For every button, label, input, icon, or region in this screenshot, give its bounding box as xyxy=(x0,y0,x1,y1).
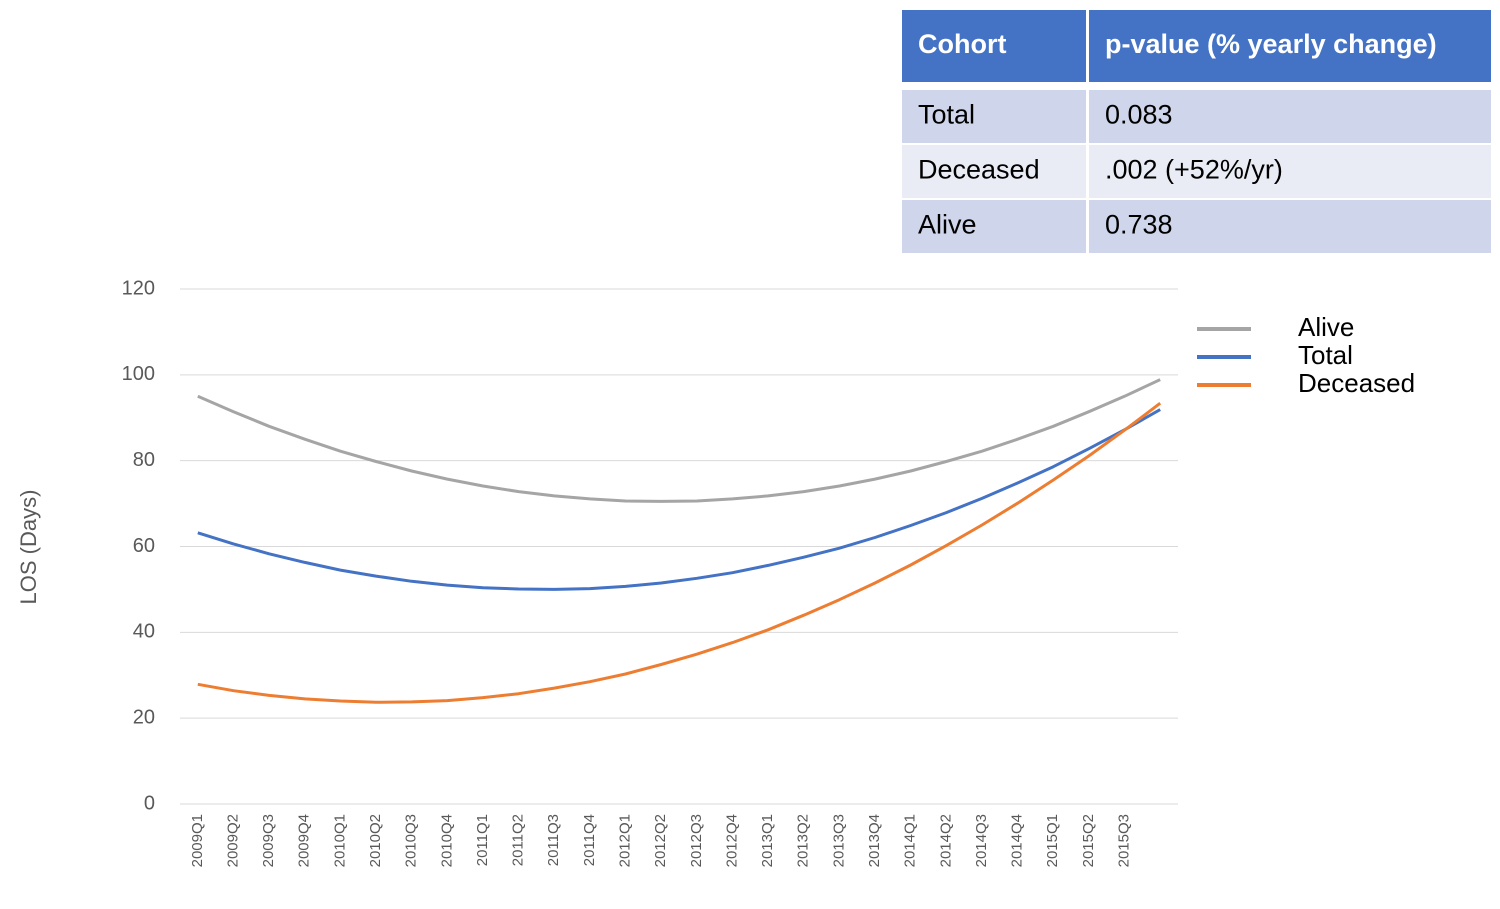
y-tick-label: 0 xyxy=(144,792,155,814)
x-tick-label: 2015Q1 xyxy=(1044,814,1061,867)
x-tick-label: 2015Q2 xyxy=(1080,814,1097,867)
y-tick-label: 60 xyxy=(133,535,155,557)
table-cell-text: .002 (+52%/yr) xyxy=(1105,155,1283,185)
y-axis-label: LOS (Days) xyxy=(16,490,41,605)
x-tick-label: 2011Q1 xyxy=(474,814,491,866)
x-tick-label: 2011Q3 xyxy=(545,814,562,866)
x-tick-label: 2010Q2 xyxy=(367,814,384,867)
line-series xyxy=(197,408,1161,591)
table-cell xyxy=(902,145,1086,198)
x-tick-label: 2011Q2 xyxy=(510,814,527,866)
x-tick-label: 2014Q3 xyxy=(973,814,990,867)
x-tick-label: 2009Q2 xyxy=(224,814,241,867)
line-series xyxy=(197,402,1162,704)
x-tick-label: 2009Q4 xyxy=(296,814,313,867)
table-cell-text: 0.083 xyxy=(1105,100,1173,130)
legend-label: Alive xyxy=(1298,312,1354,342)
x-tick-label: 2013Q4 xyxy=(866,814,883,867)
x-tick-label: 2010Q3 xyxy=(403,814,420,867)
y-tick-label: 80 xyxy=(133,449,155,471)
table-cell-text: Total xyxy=(918,100,975,130)
x-tick-label: 2009Q3 xyxy=(260,814,277,867)
x-tick-label: 2015Q3 xyxy=(1116,814,1133,867)
table-cell xyxy=(1089,145,1491,198)
table-cell-text: Alive xyxy=(918,210,977,240)
x-tick-label: 2014Q4 xyxy=(1009,814,1026,867)
table-cell xyxy=(1089,200,1491,253)
table-header-text: p-value (% yearly change) xyxy=(1105,29,1437,59)
x-tick-label: 2009Q1 xyxy=(189,814,206,867)
legend-label: Deceased xyxy=(1298,368,1415,398)
x-tick-label: 2011Q4 xyxy=(581,814,598,866)
y-tick-label: 100 xyxy=(122,363,155,385)
x-tick-label: 2014Q2 xyxy=(937,814,954,867)
x-tick-label: 2010Q1 xyxy=(331,814,348,867)
x-tick-label: 2013Q2 xyxy=(795,814,812,867)
y-tick-label: 20 xyxy=(133,706,155,728)
line-series xyxy=(197,378,1161,503)
x-tick-label: 2012Q3 xyxy=(688,814,705,867)
x-tick-label: 2014Q1 xyxy=(902,814,919,867)
y-tick-label: 120 xyxy=(122,277,155,299)
x-tick-label: 2012Q2 xyxy=(652,814,669,867)
x-tick-label: 2013Q1 xyxy=(759,814,776,867)
legend-label: Total xyxy=(1298,340,1353,370)
x-tick-label: 2013Q3 xyxy=(830,814,847,867)
table-header-cell xyxy=(1089,10,1491,82)
table-cell-text: 0.738 xyxy=(1105,210,1173,240)
table-header-cell xyxy=(902,10,1086,82)
table: Cohort p-value (% yearly change) Total 0.08… xyxy=(902,10,1491,253)
table-cell-text: Deceased xyxy=(918,155,1040,185)
table-header-text: Cohort xyxy=(918,29,1006,59)
y-tick-label: 40 xyxy=(133,621,155,643)
table-cell xyxy=(1089,90,1491,143)
x-tick-label: 2010Q4 xyxy=(438,814,455,867)
table-cell xyxy=(902,200,1086,253)
x-tick-label: 2012Q4 xyxy=(723,814,740,867)
table-cell xyxy=(902,90,1086,143)
x-tick-label: 2012Q1 xyxy=(617,814,634,867)
